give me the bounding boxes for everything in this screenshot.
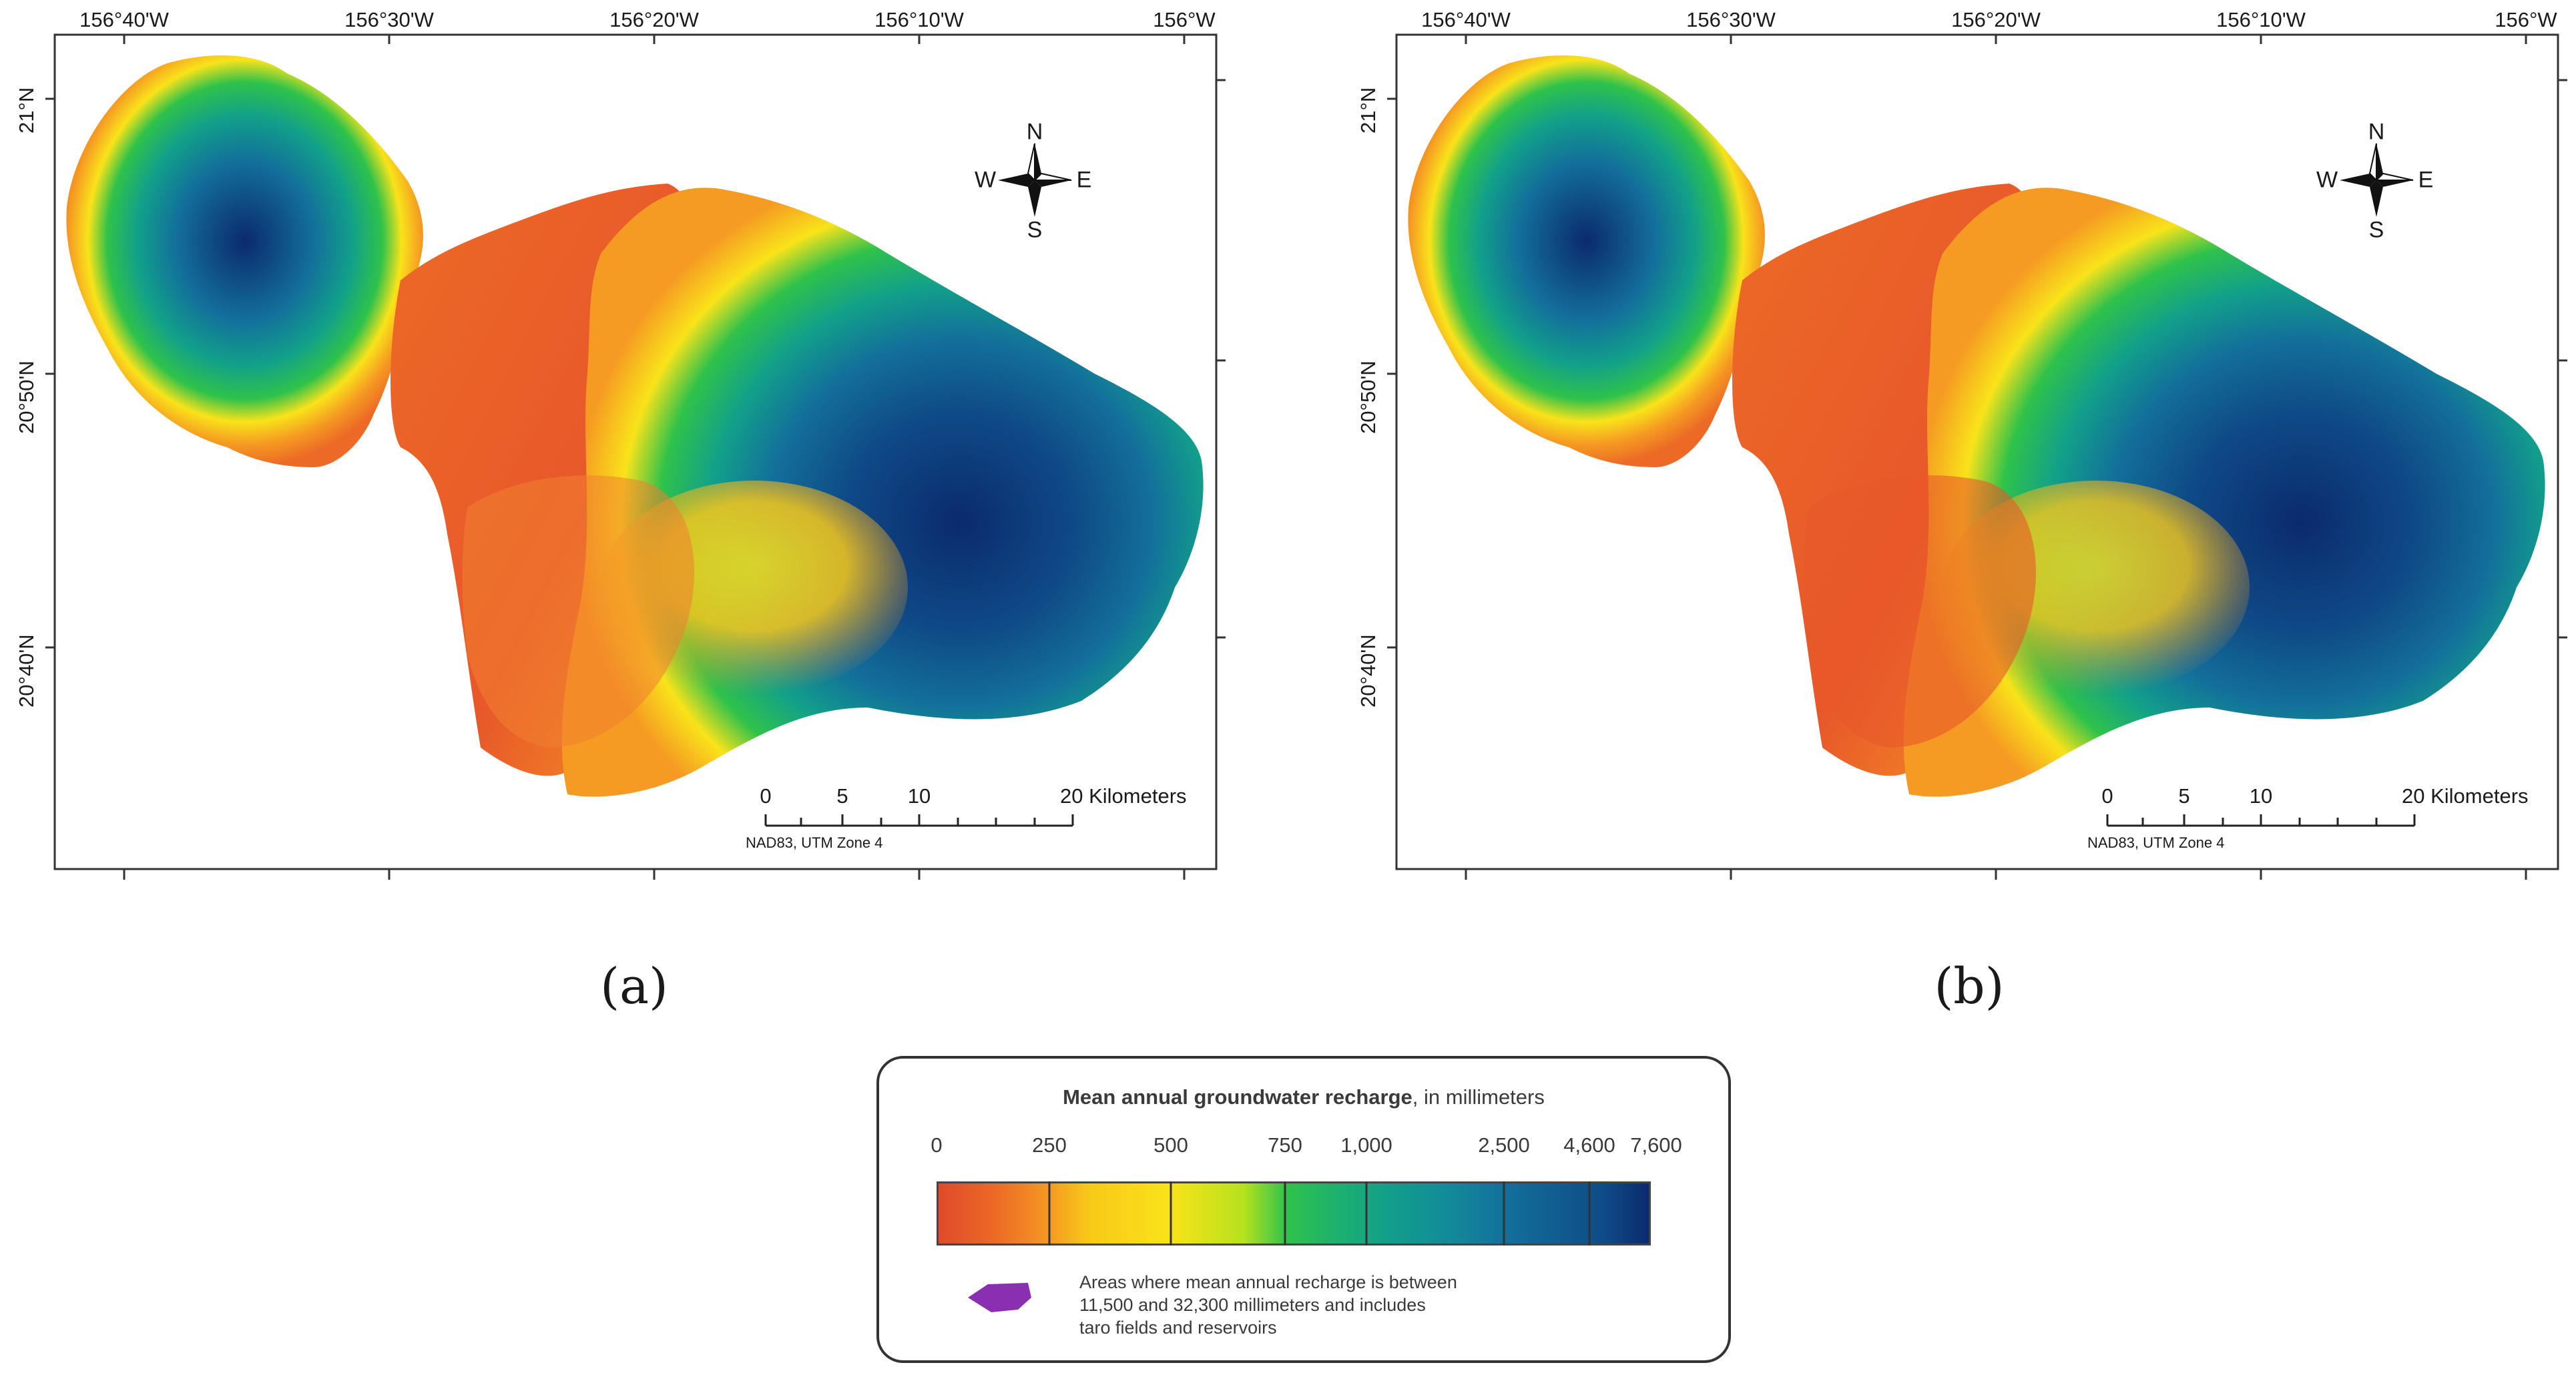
legend-swatch-line: 11,500 and 32,300 millimeters and includ… [1079,1295,1426,1315]
legend-divider [1365,1181,1368,1245]
legend-tick-label: 500 [1153,1133,1188,1157]
scale-label: 0 [2101,784,2113,808]
legend-divider [1284,1181,1286,1245]
lon-label: 156°W [2495,8,2557,31]
taro-area-swatch-icon [968,1283,1031,1312]
lon-label: 156°20'W [609,8,699,31]
legend: Mean annual groundwater recharge, in mil… [876,1056,1731,1363]
compass-east: E [1076,167,1092,193]
map-a-canvas [45,33,1226,880]
lon-ticks-bottom [1465,869,2527,880]
legend-tick-label: 250 [1032,1133,1067,1157]
compass-rose [998,143,1072,217]
panel-caption: (a) [600,958,668,1015]
legend-tick-label: 7,600 [1630,1133,1682,1157]
lon-label: 156°20'W [1951,8,2041,31]
legend-swatch-description: Areas where mean annual recharge is betw… [1079,1271,1627,1339]
projection-label: NAD83, UTM Zone 4 [2087,834,2225,851]
map-b-canvas [1387,33,2567,880]
lon-label: 156°40'W [1421,8,1511,31]
legend-swatch-line: taro fields and reservoirs [1079,1318,1277,1338]
central-plains [462,475,694,748]
map-panel-b: 156°40'W 156°30'W 156°20'W 156°10'W 156°… [1342,0,2576,1041]
compass-south: S [2368,217,2384,243]
lon-ticks-bottom [123,869,1186,880]
lat-label: 20°50'N [15,360,38,434]
compass-west: W [974,167,997,193]
legend-tick-label: 0 [931,1133,943,1157]
scale-unit-label: 20 Kilometers [2402,784,2529,808]
lat-label: 20°40'N [15,634,38,708]
central-plains [1804,475,2036,748]
compass-north: N [2368,119,2385,145]
legend-title-units: , in millimeters [1412,1085,1545,1109]
west-maui-island [1408,55,1765,467]
scale-unit-label: 20 Kilometers [1060,784,1187,808]
compass-south: S [1027,217,1043,243]
lon-label: 156°10'W [874,8,964,31]
lat-ticks [1387,79,2567,649]
scale-label: 5 [836,784,848,808]
legend-color-ramp [937,1181,1651,1245]
lat-label: 21°N [1356,87,1380,133]
legend-tick-label: 2,500 [1478,1133,1530,1157]
legend-tick-label: 1,000 [1340,1133,1392,1157]
legend-divider [1588,1181,1591,1245]
compass-east: E [2418,167,2434,193]
legend-divider [1503,1181,1505,1245]
lon-label: 156°30'W [1686,8,1776,31]
legend-title: Mean annual groundwater recharge, in mil… [879,1085,1728,1109]
lat-ticks [45,79,1226,649]
lon-label: 156°W [1153,8,1216,31]
scale-bar [2106,814,2416,827]
map-panel-a: 156°40'W 156°30'W 156°20'W 156°10'W 156°… [0,0,1242,1041]
legend-tick-label: 750 [1268,1133,1302,1157]
west-maui-island [66,55,423,467]
compass-rose [2340,143,2414,217]
compass-north: N [1026,119,1043,145]
projection-label: NAD83, UTM Zone 4 [746,834,883,851]
scale-label: 10 [907,784,931,808]
lon-label: 156°40'W [79,8,169,31]
compass-west: W [2316,167,2338,193]
lon-ticks-top [1465,35,2527,44]
lat-label: 20°50'N [1356,360,1380,434]
lat-label: 20°40'N [1356,634,1380,708]
lon-label: 156°10'W [2216,8,2306,31]
lon-label: 156°30'W [344,8,434,31]
legend-tick-label: 4,600 [1563,1133,1615,1157]
lon-ticks-top [123,35,1186,44]
scale-label: 10 [2249,784,2273,808]
scale-label: 0 [760,784,772,808]
scale-label: 5 [2178,784,2190,808]
legend-title-bold: Mean annual groundwater recharge [1063,1085,1412,1109]
legend-swatch-line: Areas where mean annual recharge is betw… [1079,1272,1457,1292]
panel-caption: (b) [1934,958,2005,1015]
scale-bar [764,814,1074,827]
legend-divider [1048,1181,1051,1245]
legend-divider [1170,1181,1172,1245]
lat-label: 21°N [15,87,38,133]
